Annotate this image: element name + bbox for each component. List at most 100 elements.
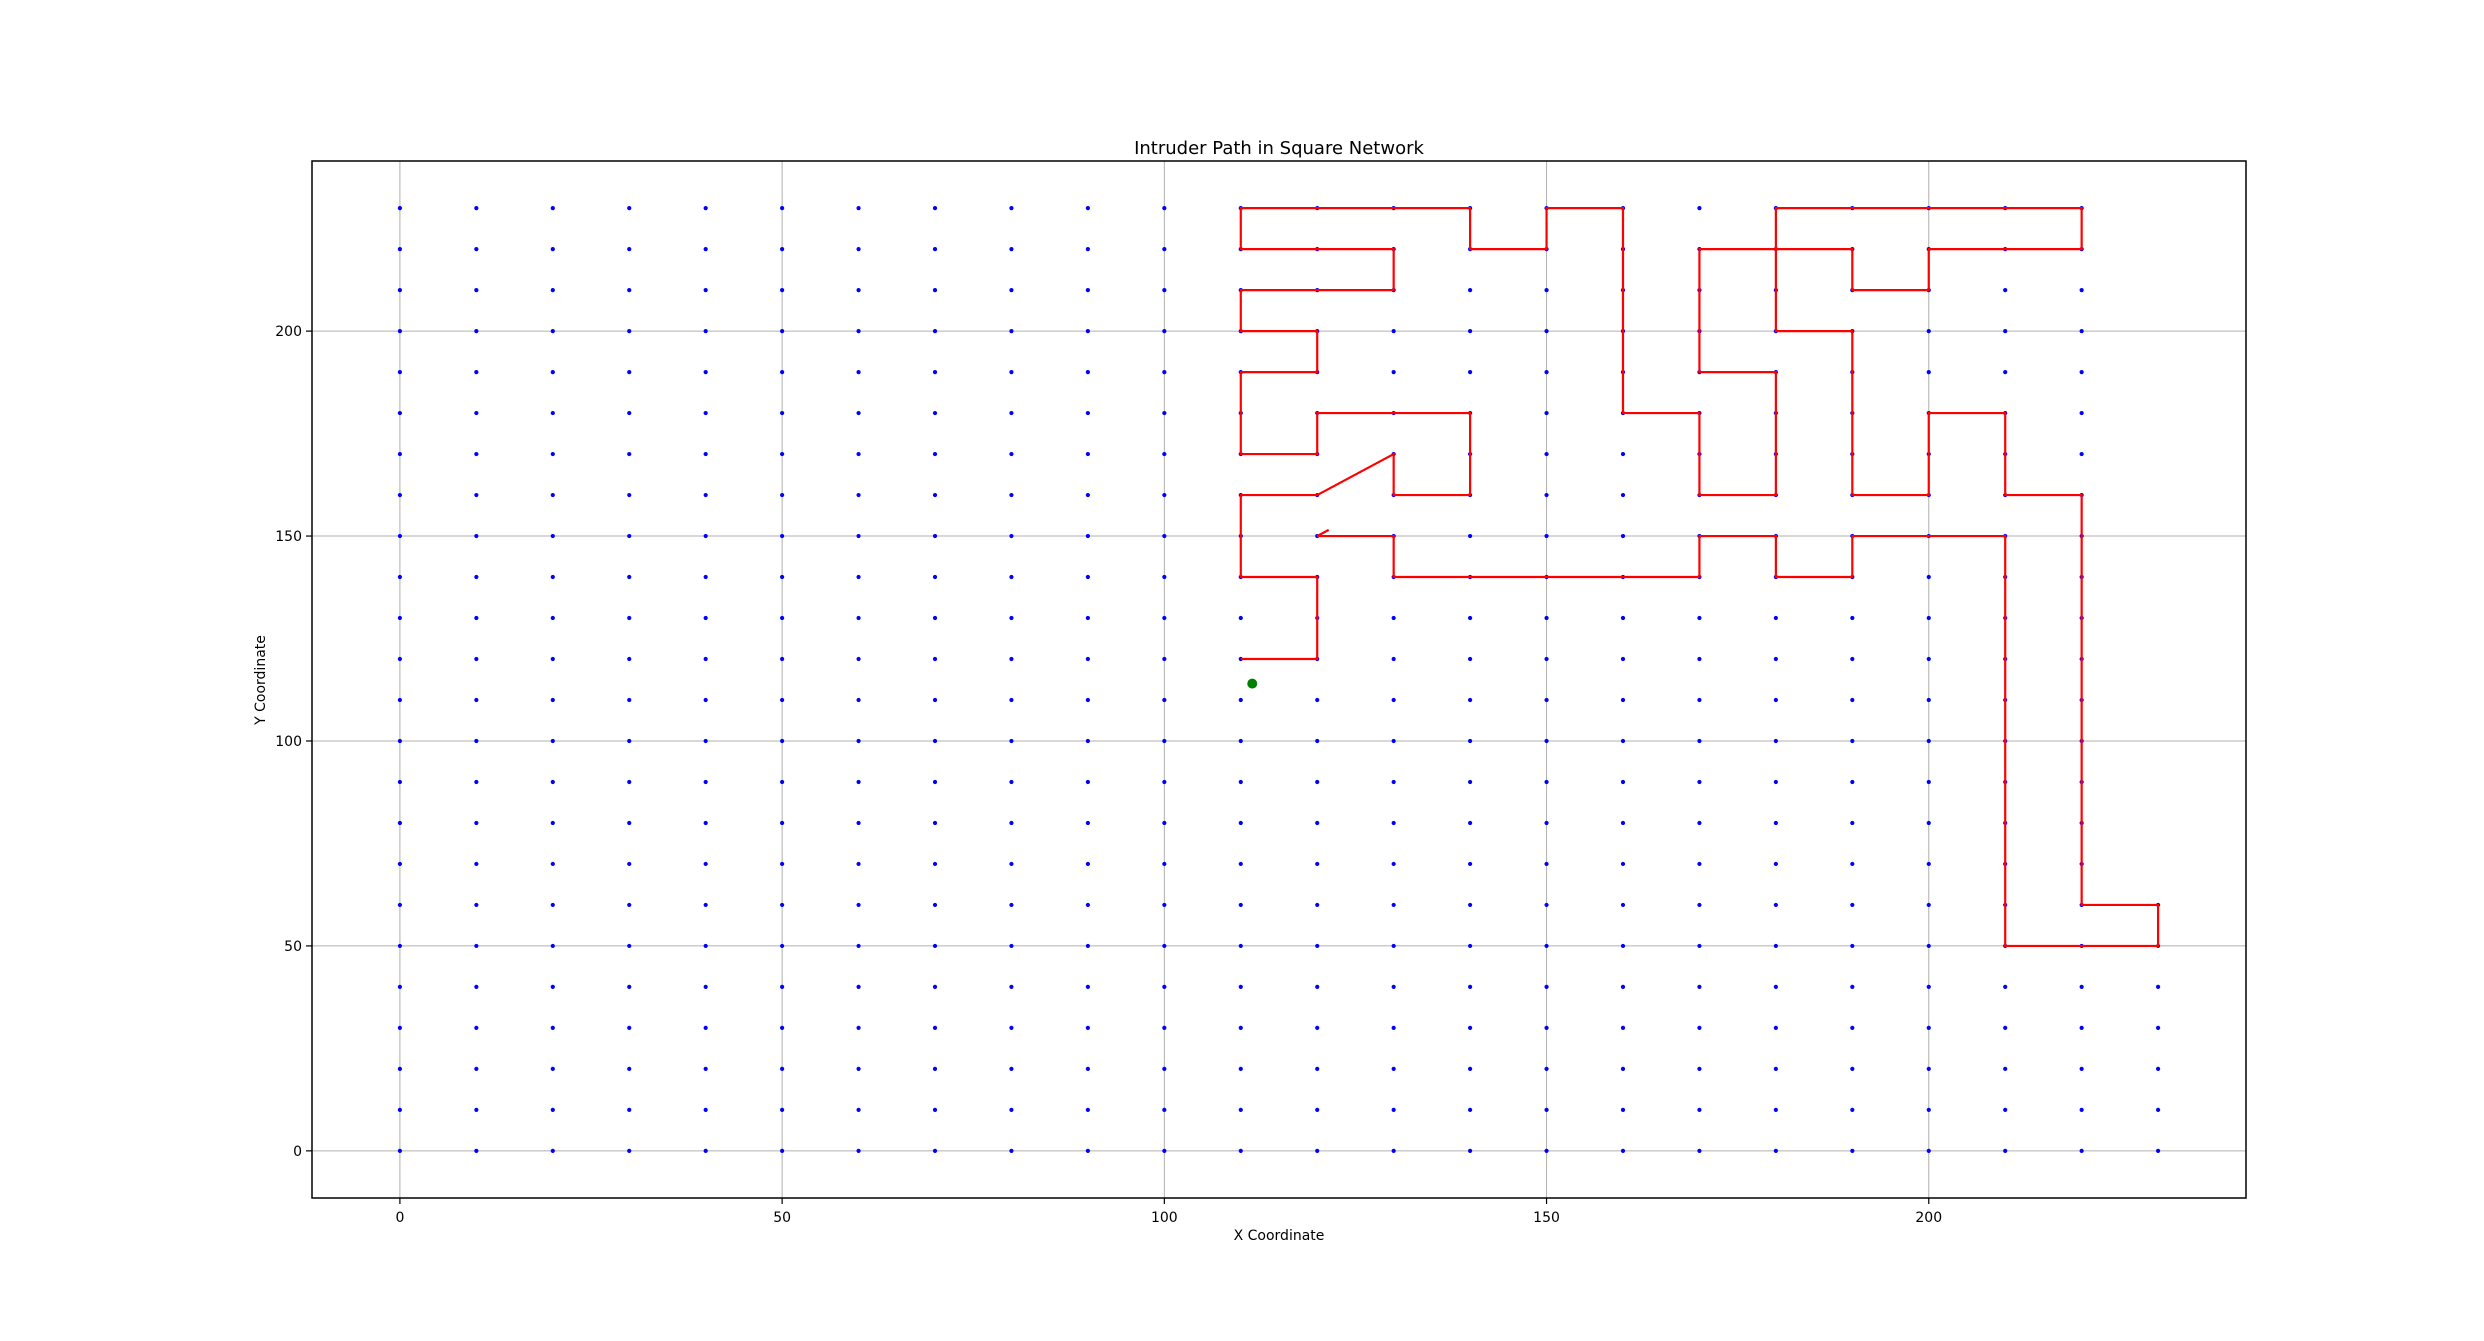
network-node — [550, 329, 555, 334]
network-node — [474, 533, 479, 539]
y-tick-label: 50 — [284, 939, 302, 955]
network-node — [2079, 1066, 2084, 1071]
network-node — [1773, 1148, 1778, 1153]
network-node — [627, 902, 632, 908]
network-node — [1085, 247, 1090, 252]
intruder-position-marker — [1247, 678, 1258, 689]
network-node — [1009, 902, 1014, 908]
network-node — [1850, 943, 1855, 949]
network-node — [1162, 410, 1167, 416]
network-node — [932, 574, 938, 580]
network-node — [1009, 492, 1014, 498]
network-node — [1009, 738, 1014, 744]
network-node — [474, 329, 479, 334]
network-node — [397, 984, 403, 990]
network-node — [703, 329, 708, 334]
network-node — [1773, 615, 1778, 621]
network-node — [1238, 902, 1243, 908]
network-node — [2079, 1025, 2084, 1030]
network-node — [932, 861, 938, 867]
network-node — [780, 1148, 785, 1153]
network-node — [856, 410, 861, 416]
network-node — [627, 820, 632, 826]
network-node — [856, 492, 861, 498]
network-node — [856, 656, 861, 662]
network-node — [474, 697, 479, 703]
network-node — [856, 1148, 861, 1153]
network-node — [780, 615, 785, 621]
network-node — [627, 779, 632, 785]
network-node — [2155, 1148, 2161, 1153]
network-node — [1391, 697, 1396, 703]
network-node — [2079, 1148, 2084, 1153]
network-node — [2079, 984, 2084, 990]
network-node — [1085, 410, 1090, 416]
network-node — [703, 451, 708, 457]
network-node — [1009, 984, 1014, 990]
network-node — [1009, 574, 1014, 580]
network-node — [1085, 943, 1090, 949]
network-node — [627, 574, 632, 580]
network-node — [1468, 902, 1473, 908]
network-node — [1697, 902, 1702, 908]
network-node — [1391, 861, 1396, 867]
network-node — [856, 697, 861, 703]
network-node — [932, 451, 938, 457]
network-node — [397, 820, 403, 826]
network-node — [1238, 1148, 1243, 1153]
network-node — [1009, 697, 1014, 703]
network-node — [1009, 861, 1014, 867]
network-node — [1773, 656, 1778, 662]
network-node — [627, 615, 632, 621]
network-node — [1162, 984, 1167, 990]
network-node — [1697, 656, 1702, 662]
network-node — [1468, 615, 1473, 621]
network-node — [2003, 329, 2008, 334]
network-node — [1850, 820, 1855, 826]
network-node — [1162, 206, 1167, 211]
network-node — [1085, 615, 1090, 621]
network-node — [1926, 738, 1931, 744]
network-node — [1315, 697, 1320, 703]
network-node — [1697, 738, 1702, 744]
x-tick-label: 200 — [1915, 1210, 1942, 1226]
network-node — [474, 615, 479, 621]
network-node — [1697, 861, 1702, 867]
network-node — [1468, 533, 1473, 539]
network-node — [780, 492, 785, 498]
network-node — [627, 738, 632, 744]
network-node — [1620, 984, 1626, 990]
network-node — [550, 492, 555, 498]
network-node — [1773, 861, 1778, 867]
network-node — [627, 984, 632, 990]
network-node — [1926, 820, 1931, 826]
network-node — [627, 492, 632, 498]
network-node — [703, 247, 708, 252]
network-node — [856, 984, 861, 990]
network-node — [627, 329, 632, 334]
network-node — [1850, 779, 1855, 785]
intruder-marker-layer — [1247, 678, 1258, 689]
network-node — [550, 288, 555, 293]
network-node — [1544, 369, 1549, 375]
network-node — [1162, 656, 1167, 662]
network-node — [1162, 329, 1167, 334]
network-node — [397, 574, 403, 580]
network-node — [397, 656, 403, 662]
network-node — [1544, 902, 1549, 908]
network-node — [780, 288, 785, 293]
network-node — [1544, 1066, 1549, 1071]
network-node — [1391, 779, 1396, 785]
network-node — [474, 574, 479, 580]
network-node — [1009, 1107, 1014, 1112]
network-node — [1697, 820, 1702, 826]
network-node — [1468, 861, 1473, 867]
network-node — [1926, 615, 1931, 621]
network-node — [856, 206, 861, 211]
network-node — [474, 738, 479, 744]
network-node — [932, 1066, 938, 1071]
network-node — [550, 738, 555, 744]
network-node — [1544, 943, 1549, 949]
network-node — [1009, 1148, 1014, 1153]
network-node — [1315, 738, 1320, 744]
